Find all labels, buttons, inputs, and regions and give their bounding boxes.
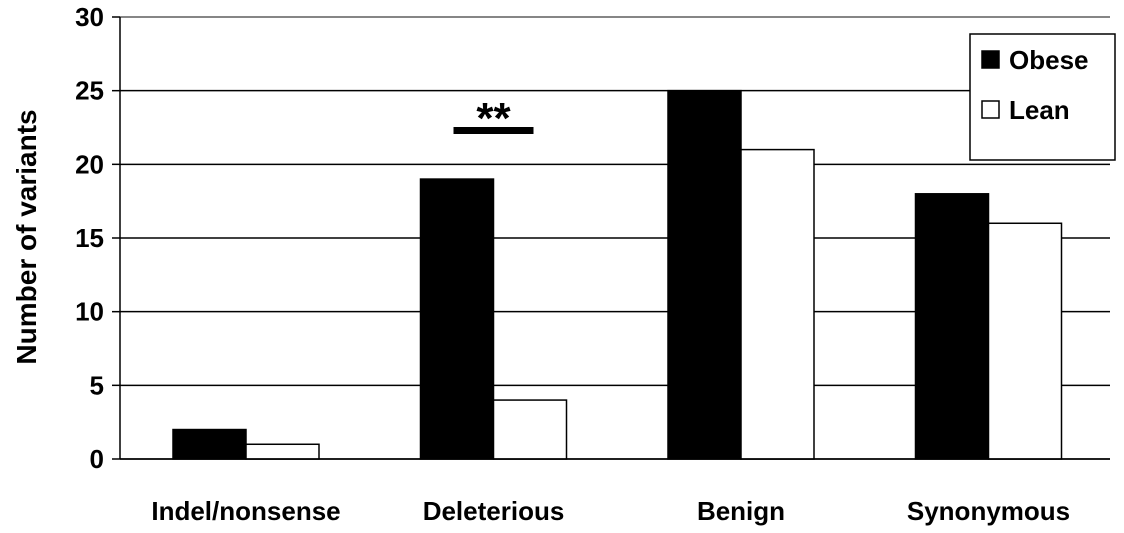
- bar-lean: [245, 443, 320, 460]
- category-label: Indel/nonsense: [151, 496, 340, 526]
- significance-annotations: **: [453, 94, 534, 143]
- legend-swatch-lean: [981, 100, 1000, 119]
- category-label: Synonymous: [907, 496, 1070, 526]
- bar-lean: [987, 222, 1063, 460]
- axes: [119, 16, 1110, 460]
- bar-obese: [914, 193, 990, 460]
- significance-bar: [453, 127, 534, 134]
- y-tick-labels: 0 5 10 15 20 25 30: [75, 2, 104, 474]
- legend-swatch-obese: [981, 50, 1000, 69]
- y-tick-label: 25: [75, 76, 104, 106]
- bar-obese: [419, 178, 495, 460]
- category-labels: Indel/nonsense Deleterious Benign Synonymou…: [151, 496, 1070, 526]
- y-tick-label: 30: [75, 2, 104, 32]
- bar-obese: [172, 428, 247, 460]
- y-axis-title: Number of variants: [11, 109, 42, 364]
- bar-lean: [740, 148, 815, 460]
- y-tick-label: 10: [75, 297, 104, 327]
- y-tick-label: 15: [75, 223, 104, 253]
- bar-obese: [667, 89, 742, 460]
- bar-lean: [492, 399, 568, 460]
- significance-stars: **: [476, 94, 511, 143]
- legend-label-lean: Lean: [1009, 95, 1070, 125]
- legend-label-obese: Obese: [1009, 45, 1089, 75]
- category-label: Deleterious: [423, 496, 565, 526]
- y-tick-label: 5: [90, 370, 104, 400]
- y-tick-label: 20: [75, 149, 104, 179]
- y-tick-label: 0: [90, 444, 104, 474]
- legend: Obese Lean: [969, 33, 1116, 161]
- bars: [172, 89, 1063, 460]
- category-label: Benign: [697, 496, 785, 526]
